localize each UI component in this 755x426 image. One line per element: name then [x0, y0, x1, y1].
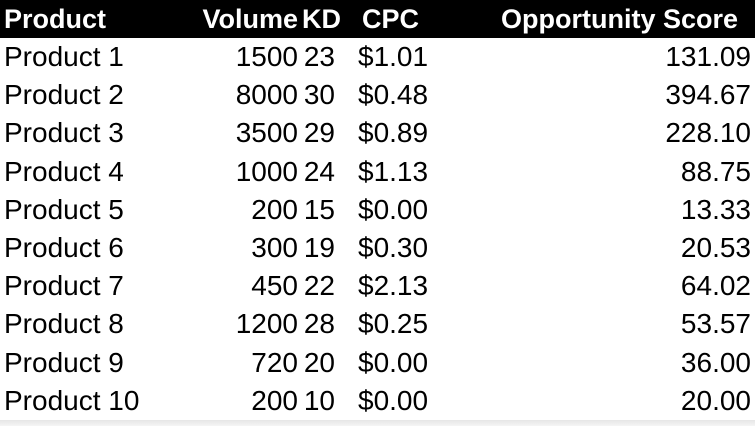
cell-opportunity-score: 131.09: [665, 41, 751, 73]
cell-opportunity-score: 394.67: [665, 79, 751, 111]
cell-volume: 1500: [235, 41, 298, 73]
cell-product: Product 8: [4, 308, 124, 340]
cell-opportunity-score: 20.53: [680, 232, 751, 264]
bottom-edge-shadow: [0, 420, 755, 426]
cell-cpc: $1.01: [358, 41, 429, 73]
cell-kd: 23: [303, 41, 335, 73]
cell-product: Product 1: [4, 41, 124, 73]
cell-cpc: $0.00: [358, 193, 429, 225]
cell-opportunity-score: 13.33: [680, 193, 751, 225]
table-row: Product 3 3500 29 $0.89 228.10: [0, 114, 755, 152]
cell-kd: 15: [303, 193, 335, 225]
cell-opportunity-score: 36.00: [680, 346, 751, 378]
cell-volume: 3500: [235, 117, 298, 149]
cell-volume: 450: [251, 270, 298, 302]
cell-product: Product 2: [4, 79, 124, 111]
header-kd: KD: [302, 4, 341, 34]
cell-kd: 19: [303, 232, 335, 264]
cell-product: Product 3: [4, 117, 124, 149]
table-row: Product 9 720 20 $0.00 36.00: [0, 344, 755, 382]
cell-cpc: $0.48: [358, 79, 429, 111]
cell-product: Product 5: [4, 193, 124, 225]
table-row: Product 5 200 15 $0.00 13.33: [0, 191, 755, 229]
cell-cpc: $0.00: [358, 346, 429, 378]
cell-volume: 1000: [235, 155, 298, 187]
cell-product: Product 6: [4, 232, 124, 264]
cell-kd: 22: [303, 270, 335, 302]
cell-product: Product 9: [4, 346, 124, 378]
cell-opportunity-score: 228.10: [665, 117, 751, 149]
table-row: Product 1 1500 23 $1.01 131.09: [0, 38, 755, 76]
cell-cpc: $1.13: [358, 155, 429, 187]
cell-volume: 200: [251, 193, 298, 225]
cell-volume: 8000: [235, 79, 298, 111]
cell-kd: 30: [303, 79, 335, 111]
table-row: Product 4 1000 24 $1.13 88.75: [0, 153, 755, 191]
cell-cpc: $0.25: [358, 308, 429, 340]
cell-opportunity-score: 88.75: [680, 155, 751, 187]
table-body: Product 1 1500 23 $1.01 131.09 Product 2…: [0, 38, 755, 420]
header-product: Product: [4, 4, 107, 34]
cell-cpc: $0.89: [358, 117, 429, 149]
cell-kd: 20: [303, 346, 335, 378]
table-row: Product 6 300 19 $0.30 20.53: [0, 229, 755, 267]
table-row: Product 10 200 10 $0.00 20.00: [0, 382, 755, 420]
cell-cpc: $0.00: [358, 384, 429, 416]
table-row: Product 8 1200 28 $0.25 53.57: [0, 305, 755, 343]
cell-kd: 28: [303, 308, 335, 340]
header-cpc: CPC: [362, 4, 420, 34]
cell-volume: 720: [251, 346, 298, 378]
cell-product: Product 4: [4, 155, 124, 187]
table-row: Product 7 450 22 $2.13 64.02: [0, 267, 755, 305]
header-opportunity-score: Opportunity Score: [500, 4, 738, 34]
cell-opportunity-score: 53.57: [680, 308, 751, 340]
header-volume: Volume: [202, 4, 298, 34]
table-header-row: Product Volume KD CPC Opportunity Score: [0, 0, 755, 38]
cell-kd: 24: [303, 155, 335, 187]
cell-product: Product 7: [4, 270, 124, 302]
cell-volume: 1200: [235, 308, 298, 340]
cell-volume: 200: [251, 384, 298, 416]
cell-kd: 10: [303, 384, 335, 416]
cell-cpc: $2.13: [358, 270, 429, 302]
cell-opportunity-score: 20.00: [680, 384, 751, 416]
cell-cpc: $0.30: [358, 232, 429, 264]
cell-kd: 29: [303, 117, 335, 149]
cell-volume: 300: [251, 232, 298, 264]
cell-product: Product 10: [4, 384, 140, 416]
table-row: Product 2 8000 30 $0.48 394.67: [0, 76, 755, 114]
cell-opportunity-score: 64.02: [680, 270, 751, 302]
